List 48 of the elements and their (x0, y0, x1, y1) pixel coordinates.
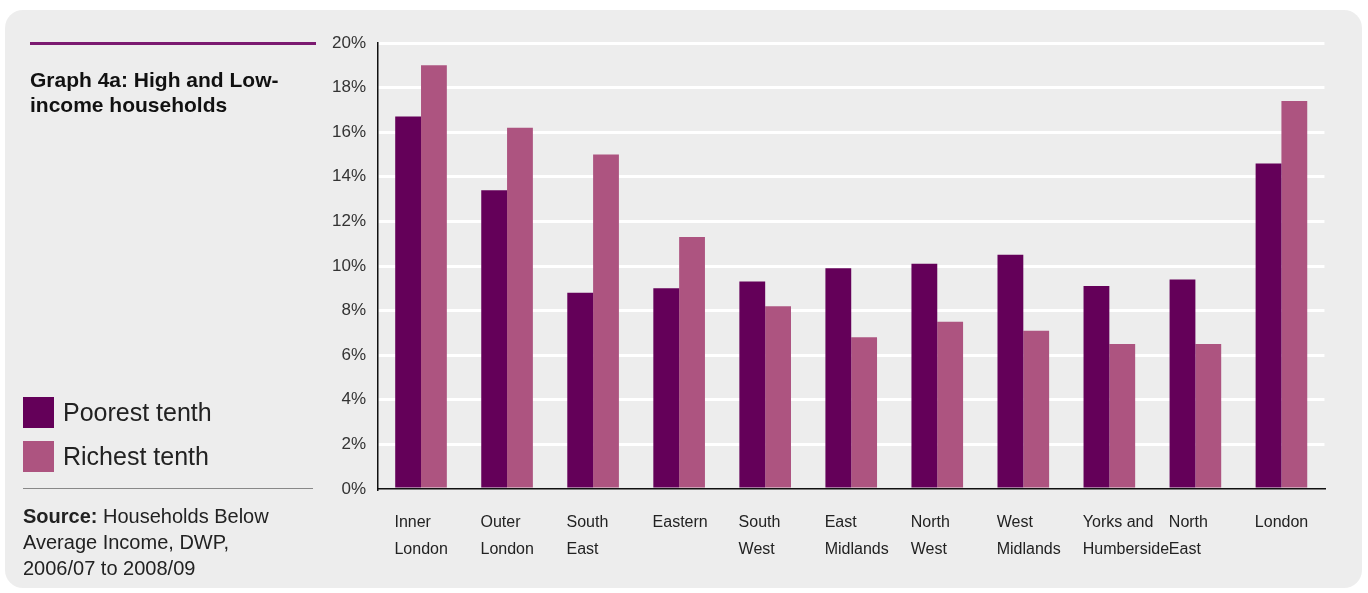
y-tick-label: 0% (341, 478, 366, 498)
bar (1023, 330, 1050, 488)
bar (653, 288, 680, 488)
text: Graph 4a: High and Low-income households (30, 68, 279, 116)
y-tick-label: 8% (341, 300, 366, 320)
bar (997, 254, 1024, 488)
y-tick-label: 10% (331, 255, 366, 275)
y-tick-label: 4% (341, 389, 366, 409)
bar (825, 268, 852, 488)
bar (1083, 286, 1110, 488)
bar (421, 65, 447, 488)
bar (851, 337, 878, 488)
bar (1195, 344, 1222, 488)
bar (1109, 344, 1136, 488)
x-tick-label: North West (910, 513, 950, 557)
legend-label: Richest tenth (63, 442, 209, 471)
x-tick-label: Eastern (652, 513, 708, 531)
bar (937, 321, 964, 488)
bar (395, 116, 422, 488)
x-tick-label: South West (738, 513, 781, 557)
bar (765, 306, 791, 488)
bar (739, 281, 766, 488)
y-tick-label: 14% (331, 166, 366, 186)
x-tick-label: Outer London (480, 513, 534, 557)
y-tick-label: 2% (341, 434, 366, 454)
bar (1255, 163, 1282, 488)
y-tick-label: 20% (331, 32, 366, 52)
source-note: Source: Households Below Average Income, DWP, 2006/07 to 2008/09 (23, 505, 269, 579)
bar (1281, 100, 1308, 488)
x-tick-label: Inner London (394, 513, 448, 557)
bar (1169, 279, 1196, 488)
x-tick-label: London (1254, 513, 1309, 531)
bar (481, 190, 508, 488)
x-tick-label: North East (1168, 513, 1208, 557)
x-tick-label: Yorks and Humberside (1082, 513, 1170, 557)
bar (679, 237, 705, 488)
bar (593, 154, 619, 488)
y-tick-label: 12% (331, 211, 366, 231)
x-tick-label: West Midlands (996, 513, 1061, 557)
bar (567, 292, 594, 488)
x-tick-label: South East (566, 513, 609, 557)
x-tick-label: East Midlands (824, 513, 889, 557)
legend-label: Poorest tenth (63, 398, 212, 427)
bar (507, 127, 533, 488)
y-tick-label: 18% (331, 77, 366, 97)
y-tick-label: 6% (341, 344, 366, 364)
y-tick-label: 16% (331, 121, 366, 141)
bar (911, 263, 938, 488)
